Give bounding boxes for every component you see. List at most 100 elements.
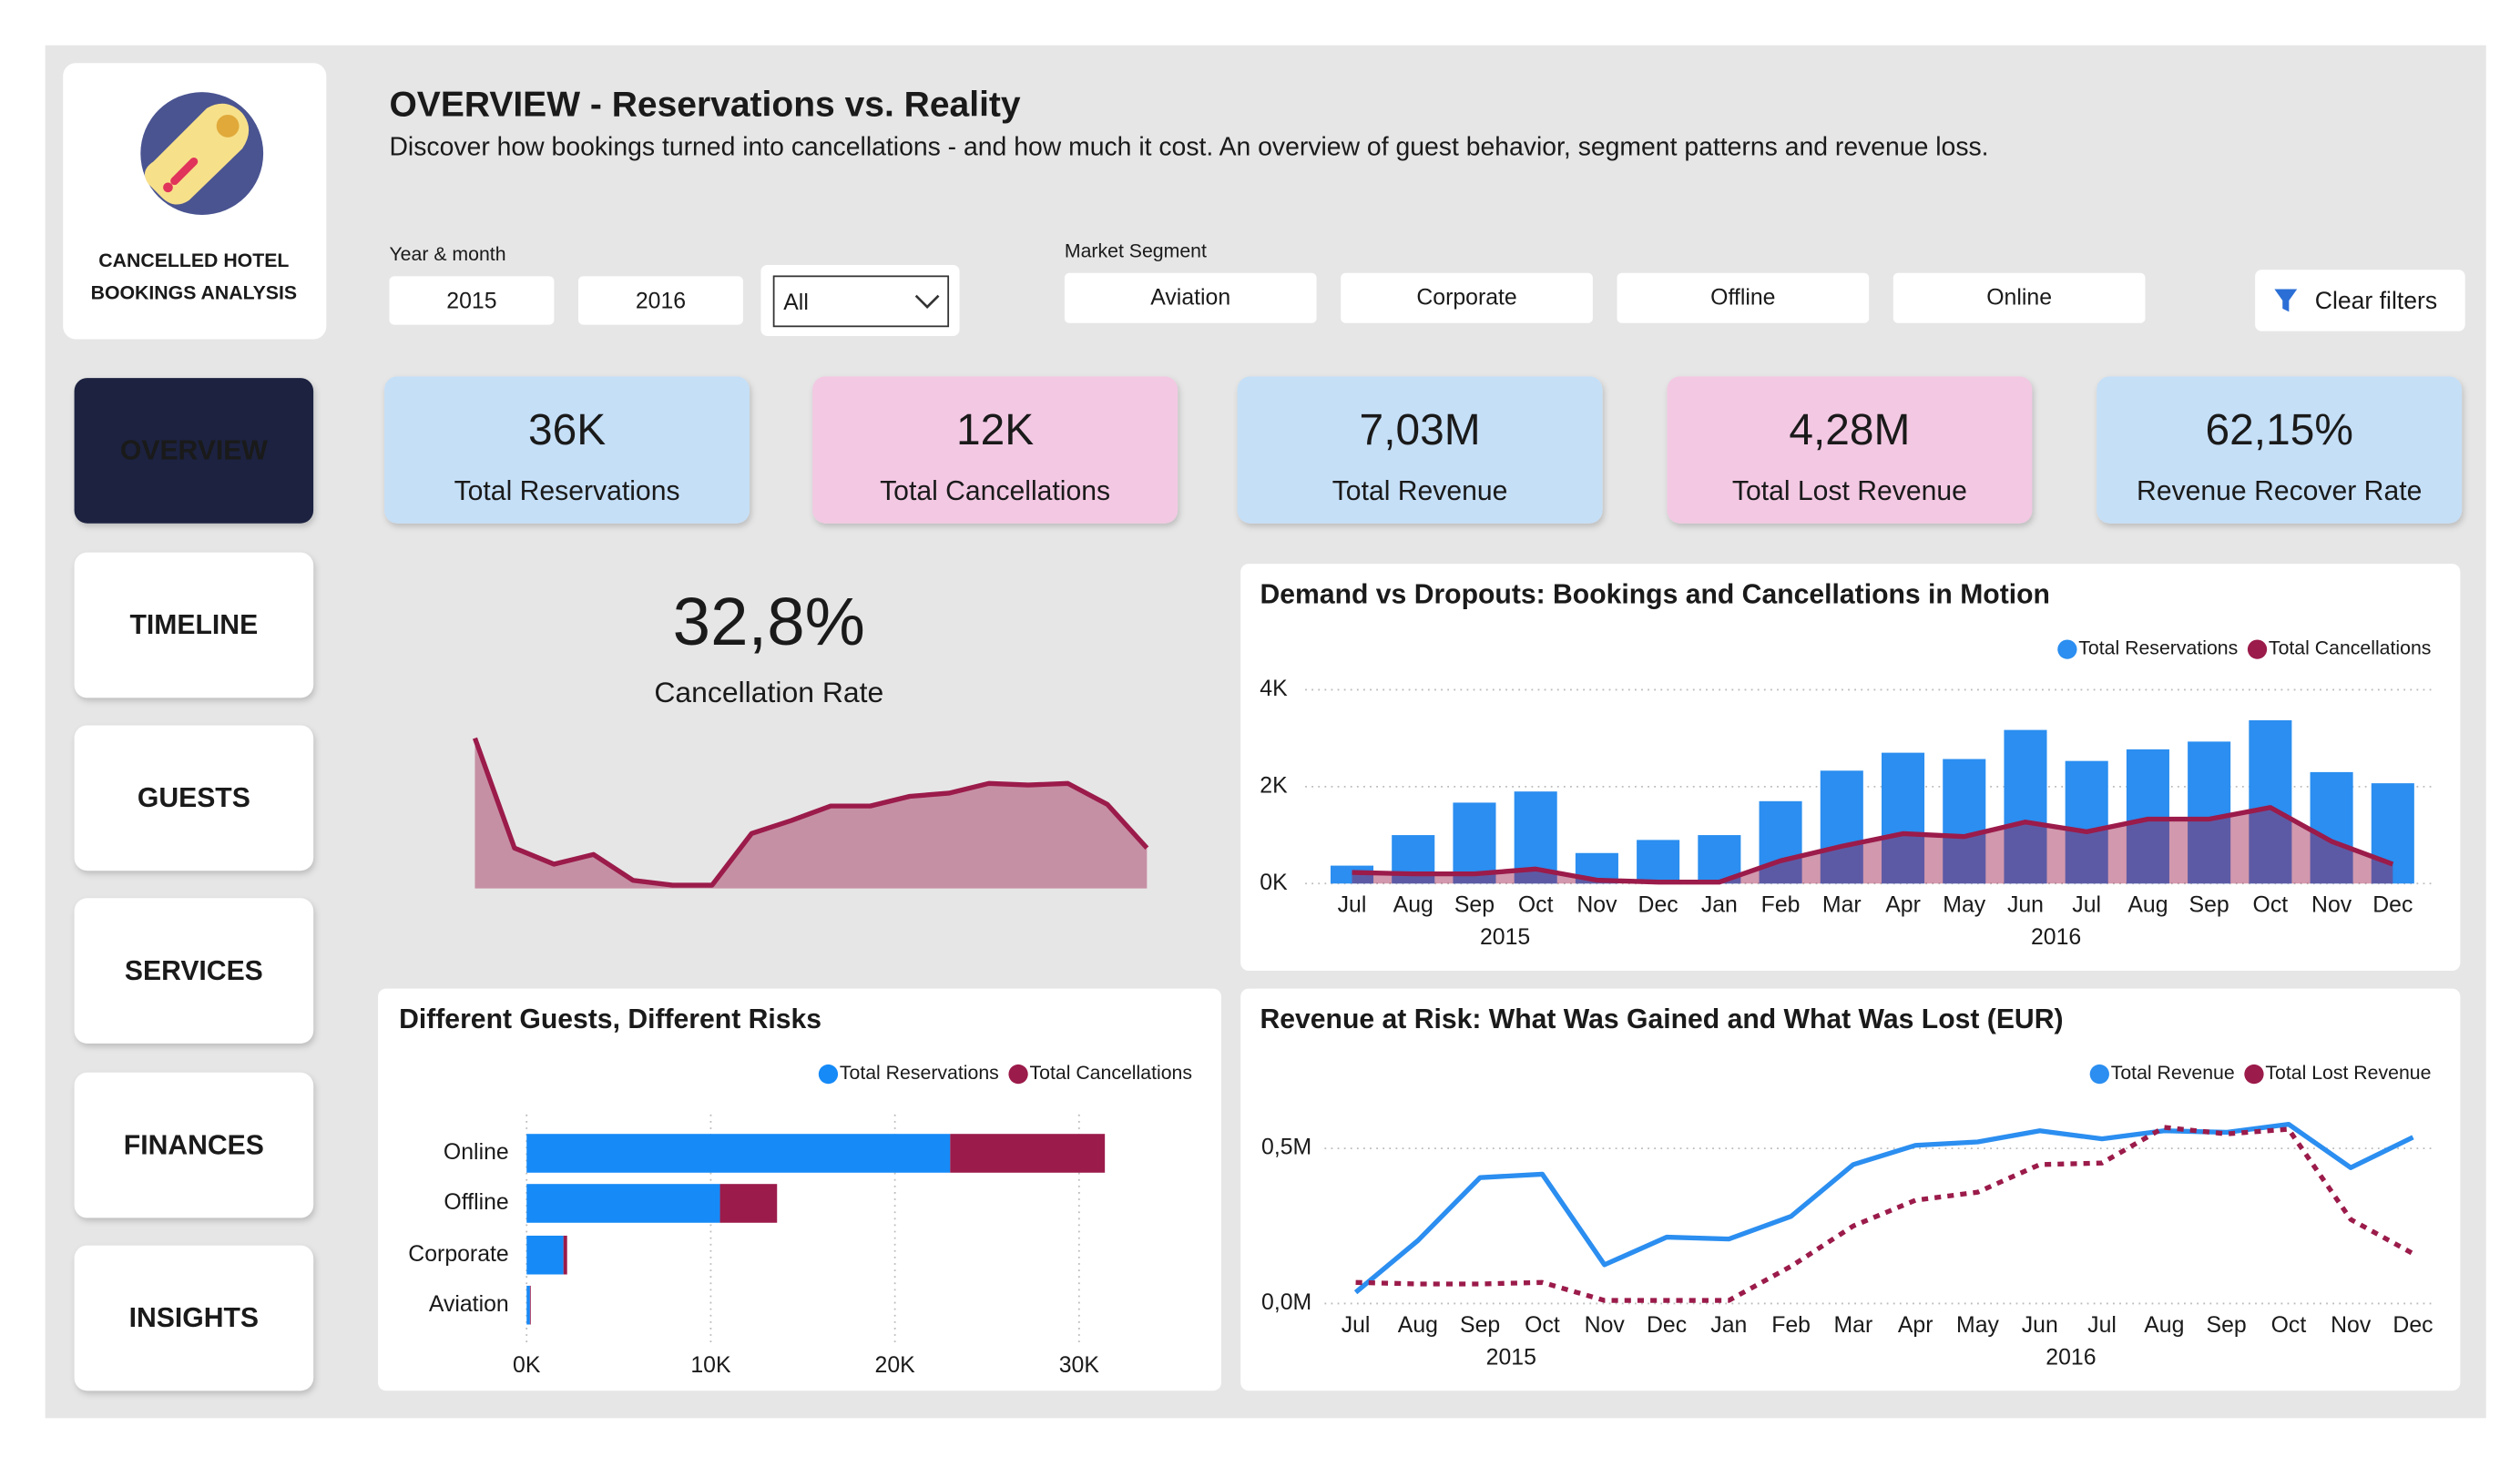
kpi-value: 62,15%	[2206, 406, 2353, 454]
x-tick-label: Oct	[1525, 1313, 1560, 1338]
segment-button[interactable]	[1064, 272, 1317, 323]
y-tick-label: Corporate	[408, 1242, 508, 1267]
month-dropdown[interactable]	[772, 275, 950, 328]
x-tick-label: Sep	[2207, 1313, 2247, 1338]
legend-marker	[2247, 639, 2268, 659]
nav-button[interactable]	[74, 1072, 314, 1218]
page-subtitle: Discover how bookings turned into cancel…	[389, 133, 1988, 162]
y-tick-label: Aviation	[429, 1292, 509, 1317]
x-tick-label: Oct	[2271, 1313, 2307, 1338]
year-button[interactable]	[577, 276, 743, 325]
legend-label: Total Lost Revenue	[2265, 1062, 2431, 1084]
y-tick-label: 0,0M	[1261, 1290, 1311, 1315]
nav-label: INSIGHTS	[129, 1303, 259, 1333]
bar-segment	[526, 1184, 720, 1223]
y-tick-label: 2K	[1260, 773, 1288, 798]
line	[1352, 805, 2394, 885]
line	[1353, 1121, 2414, 1295]
brand-title: BOOKINGS ANALYSIS	[91, 281, 297, 303]
bar-segment	[526, 1285, 530, 1325]
y-tick-label: Online	[444, 1140, 509, 1165]
x-group-label: 2016	[2031, 925, 2081, 950]
bar	[2188, 741, 2231, 884]
x-group-label: 2015	[1486, 1345, 1536, 1370]
dropdown-value: All	[783, 290, 809, 315]
x-tick-label: Apr	[1885, 893, 1921, 918]
x-tick-label: Jul	[1342, 1313, 1371, 1338]
nav-button[interactable]	[74, 552, 314, 698]
chart-title: Demand vs Dropouts: Bookings and Cancell…	[1260, 580, 2049, 610]
kpi-label: Total Reservations	[454, 476, 680, 506]
nav-label: SERVICES	[125, 956, 263, 986]
x-tick-label: Jun	[2007, 893, 2044, 918]
kpi-value: 12K	[956, 406, 1034, 454]
bar	[2126, 749, 2169, 884]
dropdown-chevron	[914, 294, 940, 309]
x-tick-label: Jul	[2087, 1313, 2117, 1338]
page-title: OVERVIEW - Reservations vs. Reality	[389, 85, 1020, 124]
clear-filters-label: Clear filters	[2315, 287, 2437, 314]
clear-filters-button[interactable]	[2255, 270, 2465, 331]
chart-title: Revenue at Risk: What Was Gained and Wha…	[1260, 1004, 2063, 1034]
bar	[2249, 719, 2292, 884]
nav-button[interactable]	[74, 898, 314, 1044]
x-tick-label: Aug	[2127, 893, 2168, 918]
bar-segment	[950, 1134, 1106, 1173]
bar	[1637, 840, 1680, 884]
x-tick-label: 0K	[513, 1353, 541, 1378]
x-tick-label: Nov	[1576, 893, 1617, 918]
nav-button[interactable]	[74, 1245, 314, 1391]
nav-button[interactable]	[74, 378, 314, 524]
x-tick-label: Dec	[2392, 1313, 2433, 1338]
x-tick-label: Apr	[1898, 1313, 1933, 1338]
y-tick-label: 4K	[1260, 677, 1288, 701]
x-tick-label: Aug	[2144, 1313, 2184, 1338]
kpi-card	[1237, 376, 1603, 524]
x-tick-label: May	[1956, 1313, 1999, 1338]
kpi-card	[2097, 376, 2463, 524]
segment-button[interactable]	[1341, 272, 1593, 323]
filter-icon	[2274, 289, 2298, 312]
x-tick-label: Jul	[2072, 893, 2101, 918]
bar	[1759, 800, 1802, 884]
x-tick-label: May	[1943, 893, 1985, 918]
x-tick-label: Feb	[1771, 1313, 1811, 1338]
bar	[2004, 729, 2047, 884]
nav-button[interactable]	[74, 725, 314, 871]
bar	[1943, 759, 1986, 884]
x-tick-label: Oct	[2253, 893, 2289, 918]
x-tick-label: Mar	[1834, 1313, 1873, 1338]
legend-marker	[818, 1064, 839, 1085]
segment-button[interactable]	[1617, 272, 1870, 323]
y-tick-label: 0K	[1260, 871, 1288, 895]
filter-label: Market Segment	[1065, 239, 1207, 261]
y-tick-label: Offline	[444, 1190, 508, 1215]
bar-segment	[529, 1285, 531, 1325]
x-tick-label: Oct	[1518, 893, 1554, 918]
segment-label: Corporate	[1416, 286, 1516, 311]
filter-label: Year & month	[389, 243, 505, 265]
year-label: 2015	[446, 289, 496, 313]
kpi-label: Total Revenue	[1332, 476, 1508, 506]
bar	[2310, 771, 2353, 884]
segment-button[interactable]	[1893, 272, 2146, 323]
x-tick-label: 10K	[690, 1353, 731, 1378]
segment-label: Online	[1986, 286, 2052, 311]
nav-label: FINANCES	[124, 1130, 264, 1160]
x-tick-label: Mar	[1822, 893, 1862, 918]
kpi-value: 36K	[528, 406, 606, 454]
x-tick-label: Jan	[1710, 1313, 1747, 1338]
y-tick-label: 0,5M	[1261, 1136, 1311, 1160]
x-tick-label: 20K	[875, 1353, 916, 1378]
brand-title: CANCELLED HOTEL	[98, 250, 289, 271]
year-button[interactable]	[389, 276, 555, 325]
legend-label: Total Reservations	[2078, 637, 2238, 659]
x-tick-label: Nov	[2311, 893, 2352, 918]
headline-value: 32,8%	[673, 584, 865, 659]
x-tick-label: Nov	[2331, 1313, 2372, 1338]
legend-label: Total Reservations	[840, 1062, 999, 1084]
legend-label: Total Cancellations	[2269, 637, 2432, 659]
x-tick-label: Dec	[2372, 893, 2413, 918]
x-tick-label: Sep	[1460, 1313, 1500, 1338]
